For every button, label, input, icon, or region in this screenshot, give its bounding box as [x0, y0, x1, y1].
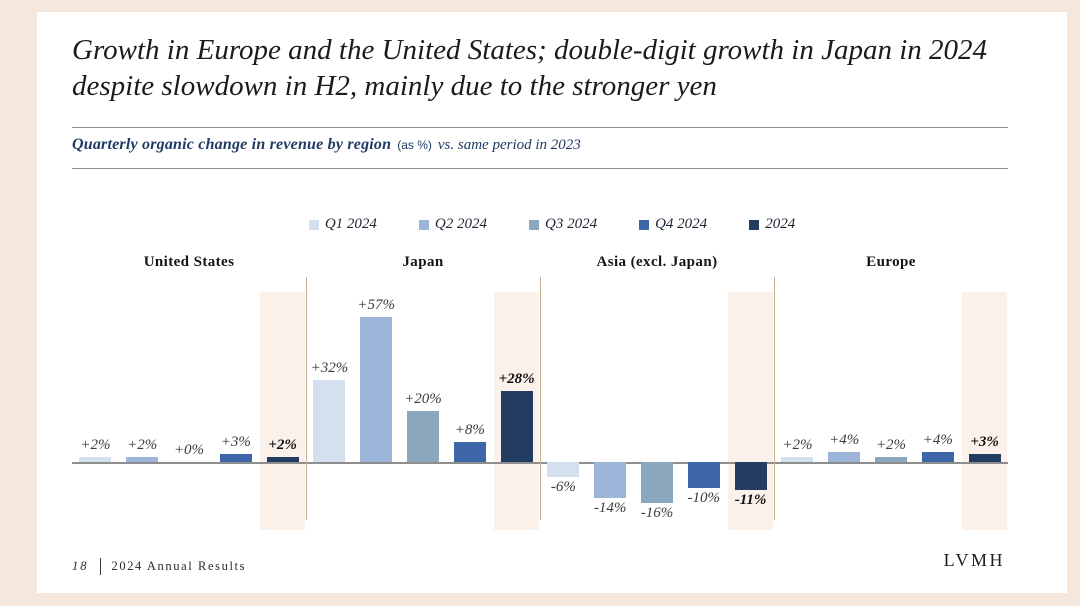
bar [594, 462, 627, 498]
legend-item: Q4 2024 [639, 216, 707, 233]
bar [547, 462, 580, 478]
legend-swatch-icon [308, 219, 319, 230]
bar [921, 451, 954, 462]
chart-legend: Q1 2024 Q2 2024 Q3 2024 Q4 2024 2024 [37, 216, 1067, 233]
chart-subtitle: Quarterly organic change in revenue by r… [72, 136, 581, 154]
region-label: United States [143, 254, 235, 270]
legend-swatch-icon [529, 219, 539, 230]
region-group: Asia (excl. Japan) -6% -14% -16% -10% -11% [540, 252, 774, 552]
highlight-band [728, 292, 774, 530]
bar-label: +4% [922, 431, 953, 448]
bar [407, 411, 439, 462]
bar [500, 390, 533, 462]
bar-label: -11% [734, 492, 767, 509]
bar [126, 456, 159, 462]
bar-label: +0% [173, 442, 205, 458]
legend-label: Q2 2024 [434, 216, 487, 232]
bar-label: -10% [687, 489, 721, 506]
footer-divider [99, 558, 101, 575]
region-group: United States +2% +2% +0% +3% +2% [72, 252, 306, 552]
bar-label: +8% [454, 421, 485, 438]
legend-swatch-icon [749, 219, 760, 230]
page-number: 18 [72, 559, 89, 573]
legend-item: Q1 2024 [308, 216, 377, 233]
region-divider [540, 277, 541, 520]
region-label: Asia (excl. Japan) [596, 254, 718, 270]
bar-label: +2% [80, 436, 111, 453]
bar-label: +2% [875, 436, 907, 453]
subtitle-comparison: vs. same period in 2023 [437, 137, 581, 153]
footer: 18 2024 Annual Results [72, 558, 246, 575]
bar [79, 456, 112, 462]
subtitle-unit: (as %) [397, 138, 432, 152]
bar-label: +20% [404, 391, 442, 407]
bar [641, 462, 673, 503]
bar [266, 456, 299, 462]
region-divider [306, 277, 307, 520]
bar-label: +2% [268, 436, 297, 453]
legend-label: Q3 2024 [545, 216, 598, 232]
bar-label: -16% [640, 504, 674, 521]
region-group: Europe +2% +4% +2% +4% +3% [774, 252, 1008, 552]
legend-item: 2024 [749, 216, 795, 233]
bar [360, 316, 393, 462]
bar [875, 456, 907, 462]
region-label: Japan [402, 254, 444, 270]
brand-logo: LVMH [943, 550, 1005, 570]
bar-label: +3% [970, 434, 999, 451]
bar [781, 456, 814, 462]
bar-label: -14% [593, 499, 627, 516]
region-label: Europe [866, 254, 916, 270]
bar-label: +28% [498, 370, 535, 387]
legend-label: 2024 [765, 216, 796, 232]
legend-label: Q1 2024 [324, 216, 377, 232]
bar [968, 454, 1001, 462]
bar [313, 380, 346, 462]
bar-label: +4% [829, 431, 860, 448]
bar [219, 454, 252, 462]
highlight-band [260, 292, 306, 530]
region-group: Japan +32% +57% +20% +8% +28% [306, 252, 540, 552]
bar [453, 441, 486, 462]
bar [734, 462, 767, 491]
bar-label: +2% [782, 436, 813, 453]
bar-label: +32% [310, 360, 349, 377]
subtitle-emphasis: Quarterly organic change in revenue by r… [72, 136, 392, 153]
bar [828, 451, 861, 462]
subtitle-rule-top [72, 127, 1008, 128]
legend-item: Q2 2024 [418, 216, 487, 233]
footer-label: 2024 Annual Results [111, 559, 247, 573]
legend-label: Q4 2024 [655, 216, 708, 232]
chart: United States +2% +2% +0% +3% +2% Japan +32% +57… [72, 252, 1008, 552]
legend-swatch-icon [639, 219, 650, 230]
slide-card: Growth in Europe and the United States; … [37, 12, 1067, 593]
slide-title: Growth in Europe and the United States; … [72, 34, 988, 102]
highlight-band [962, 292, 1008, 530]
region-divider [774, 277, 775, 520]
bar [687, 462, 720, 488]
legend-swatch-icon [418, 219, 429, 230]
legend-item: Q3 2024 [529, 216, 597, 233]
subtitle-rule-bottom [72, 168, 1008, 169]
bar-label: +57% [357, 296, 395, 313]
bar-label: +2% [127, 436, 158, 453]
bar-label: +3% [220, 434, 251, 451]
bar-label: -6% [550, 479, 576, 496]
